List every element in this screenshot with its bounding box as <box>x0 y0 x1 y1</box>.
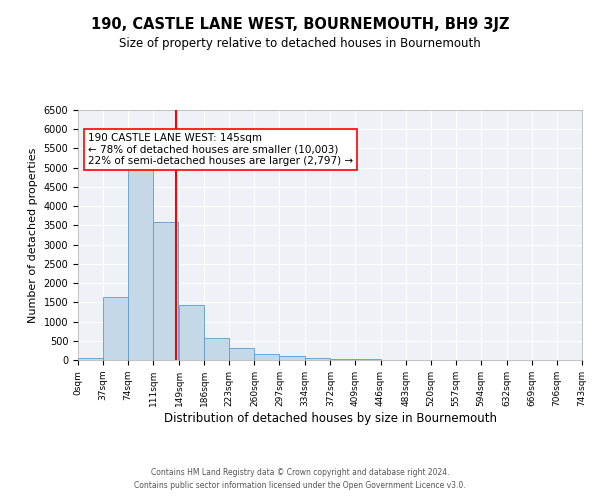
Bar <box>280 356 305 360</box>
Text: Contains HM Land Registry data © Crown copyright and database right 2024.: Contains HM Land Registry data © Crown c… <box>151 468 449 477</box>
Bar <box>229 348 254 360</box>
Bar <box>153 222 178 360</box>
Bar <box>128 164 153 360</box>
Bar <box>254 354 280 360</box>
Y-axis label: Number of detached properties: Number of detached properties <box>28 148 38 322</box>
Bar <box>103 296 128 360</box>
Bar <box>331 359 355 360</box>
Bar <box>179 306 204 360</box>
X-axis label: Distribution of detached houses by size in Bournemouth: Distribution of detached houses by size … <box>163 412 497 424</box>
Bar <box>78 358 103 360</box>
Text: 190 CASTLE LANE WEST: 145sqm
← 78% of detached houses are smaller (10,003)
22% o: 190 CASTLE LANE WEST: 145sqm ← 78% of de… <box>88 133 353 166</box>
Text: Size of property relative to detached houses in Bournemouth: Size of property relative to detached ho… <box>119 38 481 51</box>
Bar <box>305 358 329 360</box>
Text: Contains public sector information licensed under the Open Government Licence v3: Contains public sector information licen… <box>134 482 466 490</box>
Text: 190, CASTLE LANE WEST, BOURNEMOUTH, BH9 3JZ: 190, CASTLE LANE WEST, BOURNEMOUTH, BH9 … <box>91 18 509 32</box>
Bar <box>204 338 229 360</box>
